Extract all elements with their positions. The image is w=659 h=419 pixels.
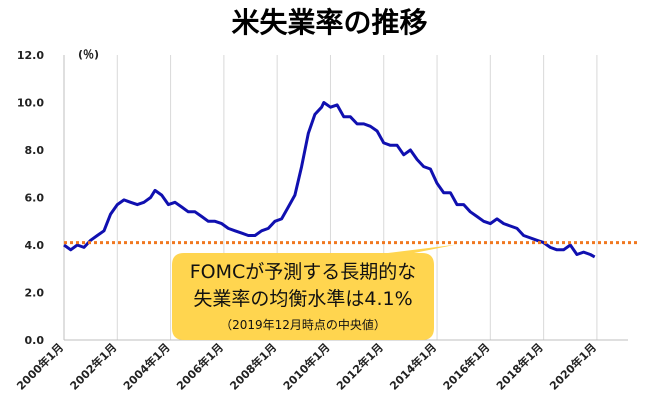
y-tick-label-6: 12.0 bbox=[17, 49, 44, 62]
chart-title: 米失業率の推移 bbox=[231, 6, 427, 39]
callout-line-3: （2019年12月時点の中央値） bbox=[220, 317, 386, 332]
callout-bubble bbox=[172, 244, 456, 340]
grid-lines bbox=[63, 55, 598, 340]
x-tick-label-3: 2006年1月 bbox=[173, 340, 226, 393]
callout-line-2: 失業率の均衡水準は4.1% bbox=[193, 288, 412, 310]
y-tick-label-1: 2.0 bbox=[25, 287, 45, 300]
x-tick-label-10: 2020年1月 bbox=[547, 340, 600, 393]
y-tick-labels: 0.0 2.0 4.0 6.0 8.0 10.0 12.0 bbox=[17, 49, 44, 347]
x-tick-label-5: 2010年1月 bbox=[280, 340, 333, 393]
y-tick-label-2: 4.0 bbox=[25, 239, 45, 252]
series-layer bbox=[63, 101, 596, 259]
annotation-callout: FOMCが予測する長期的な 失業率の均衡水準は4.1% （2019年12月時点の… bbox=[172, 244, 456, 340]
y-tick-label-0: 0.0 bbox=[25, 334, 45, 347]
x-tick-label-7: 2014年1月 bbox=[387, 340, 440, 393]
y-axis-unit: (％) bbox=[78, 48, 99, 61]
x-tick-label-4: 2008年1月 bbox=[227, 340, 280, 393]
callout-line-1: FOMCが予測する長期的な bbox=[190, 261, 417, 283]
y-tick-label-4: 8.0 bbox=[25, 144, 45, 157]
x-tick-labels: 2000年1月 2002年1月 2004年1月 2006年1月 2008年1月 2010年… bbox=[14, 340, 599, 393]
y-tick-label-5: 10.0 bbox=[17, 97, 44, 110]
x-tick-label-8: 2016年1月 bbox=[440, 340, 493, 393]
x-tick-label-2: 2004年1月 bbox=[120, 340, 173, 393]
x-tick-label-1: 2002年1月 bbox=[67, 340, 120, 393]
x-tick-label-9: 2018年1月 bbox=[493, 340, 546, 393]
y-tick-label-3: 6.0 bbox=[25, 192, 45, 205]
series-line-0 bbox=[63, 101, 596, 259]
x-tick-label-6: 2012年1月 bbox=[333, 340, 386, 393]
x-tick-label-0: 2000年1月 bbox=[14, 340, 67, 393]
